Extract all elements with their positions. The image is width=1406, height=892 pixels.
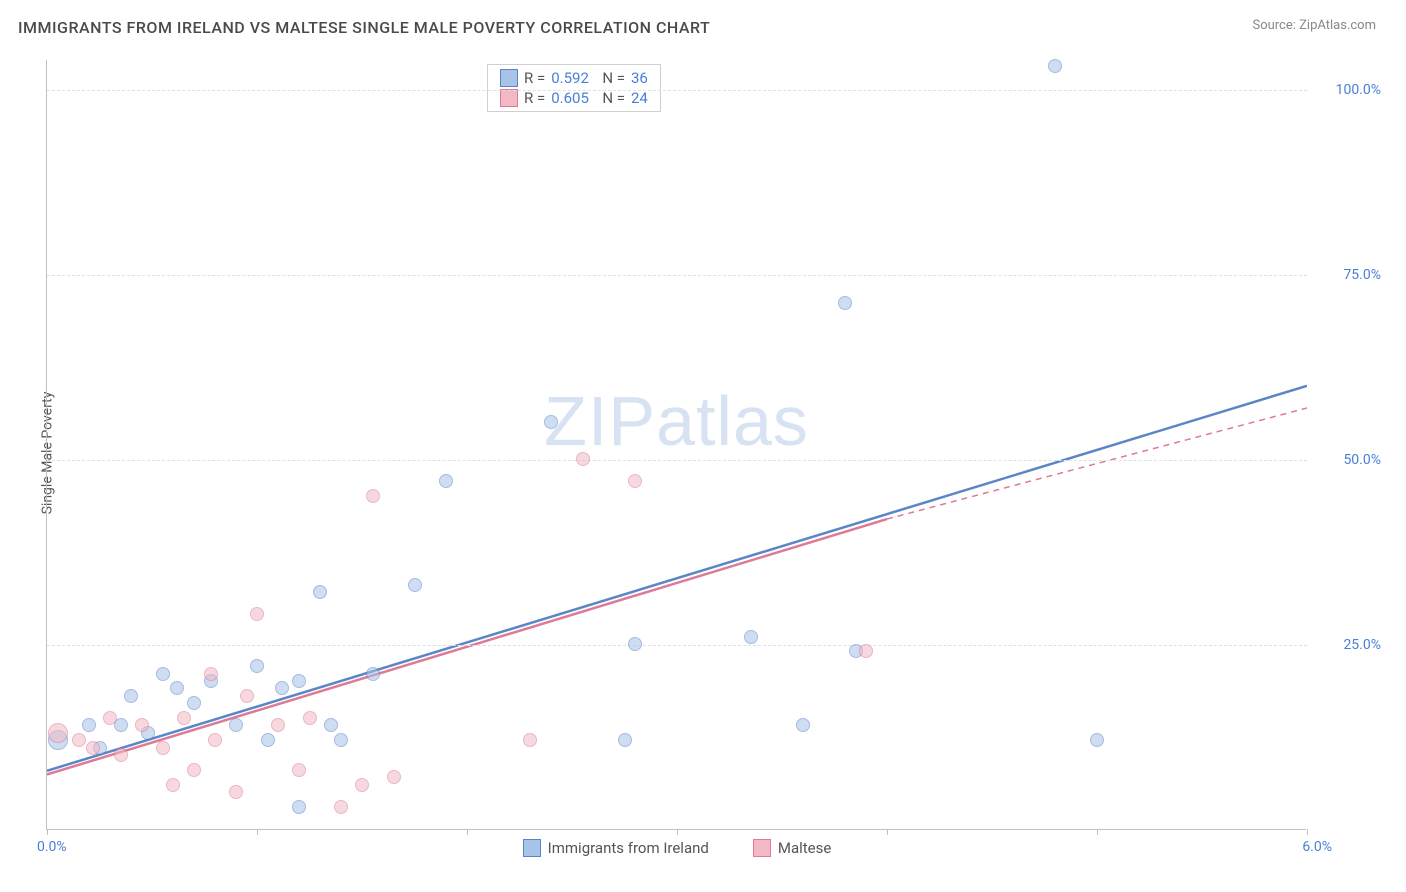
data-point xyxy=(166,778,180,792)
data-point xyxy=(544,415,558,429)
chart-title: IMMIGRANTS FROM IRELAND VS MALTESE SINGL… xyxy=(18,18,710,37)
data-point xyxy=(334,733,348,747)
gridline xyxy=(47,275,1307,276)
data-point xyxy=(156,667,170,681)
data-point xyxy=(72,733,86,747)
data-point xyxy=(292,763,306,777)
data-point xyxy=(156,741,170,755)
x-tick-mark xyxy=(47,829,48,835)
legend-item-ireland: Immigrants from Ireland xyxy=(523,839,709,857)
gridline xyxy=(47,460,1307,461)
legend-label-maltese: Maltese xyxy=(778,839,831,857)
data-point xyxy=(439,474,453,488)
data-point xyxy=(744,630,758,644)
data-point xyxy=(366,489,380,503)
data-point xyxy=(334,800,348,814)
y-tick-label: 100.0% xyxy=(1336,82,1381,98)
swatch-ireland xyxy=(500,69,518,87)
data-point xyxy=(523,733,537,747)
data-point xyxy=(240,689,254,703)
legend-stats: R = 0.592 N = 36 R = 0.605 N = 24 xyxy=(487,64,661,112)
y-tick-label: 25.0% xyxy=(1343,637,1381,653)
x-tick-mark xyxy=(257,829,258,835)
n-value-maltese: 24 xyxy=(631,89,648,107)
data-point xyxy=(275,681,289,695)
data-point xyxy=(114,748,128,762)
x-tick-mark xyxy=(887,829,888,835)
data-point xyxy=(303,711,317,725)
data-point xyxy=(366,667,380,681)
data-point xyxy=(324,718,338,732)
data-point xyxy=(292,674,306,688)
watermark-atlas: atlas xyxy=(656,382,809,460)
trend-lines xyxy=(47,60,1307,830)
data-point xyxy=(204,667,218,681)
data-point xyxy=(229,718,243,732)
legend-stats-row-1: R = 0.605 N = 24 xyxy=(500,88,648,108)
data-point xyxy=(576,452,590,466)
data-point xyxy=(261,733,275,747)
source-attribution: Source: ZipAtlas.com xyxy=(1252,18,1376,33)
y-tick-label: 50.0% xyxy=(1343,452,1381,468)
r-value-ireland: 0.592 xyxy=(551,69,589,87)
r-value-maltese: 0.605 xyxy=(551,89,589,107)
data-point xyxy=(387,770,401,784)
legend-item-maltese: Maltese xyxy=(753,839,831,857)
data-point xyxy=(103,711,117,725)
data-point xyxy=(170,681,184,695)
data-point xyxy=(177,711,191,725)
x-tick-mark xyxy=(1097,829,1098,835)
x-tick-mark xyxy=(1307,829,1308,835)
swatch-maltese-bottom xyxy=(753,839,771,857)
data-point xyxy=(187,763,201,777)
swatch-ireland-bottom xyxy=(523,839,541,857)
data-point xyxy=(135,718,149,732)
data-point xyxy=(124,689,138,703)
plot-area: ZIPatlas R = 0.592 N = 36 R = 0.605 N = … xyxy=(46,60,1306,830)
y-tick-label: 75.0% xyxy=(1343,267,1381,283)
data-point xyxy=(229,785,243,799)
data-point xyxy=(838,296,852,310)
data-point xyxy=(408,578,422,592)
data-point xyxy=(859,644,873,658)
data-point xyxy=(250,607,264,621)
gridline xyxy=(47,90,1307,91)
chart-container: Single Male Poverty ZIPatlas R = 0.592 N… xyxy=(46,60,1386,830)
watermark-zip: ZIP xyxy=(544,382,656,460)
data-point xyxy=(628,474,642,488)
data-point xyxy=(208,733,222,747)
data-point xyxy=(618,733,632,747)
data-point xyxy=(48,723,68,743)
data-point xyxy=(1090,733,1104,747)
data-point xyxy=(271,718,285,732)
legend-label-ireland: Immigrants from Ireland xyxy=(548,839,709,857)
data-point xyxy=(86,741,100,755)
n-value-ireland: 36 xyxy=(631,69,648,87)
data-point xyxy=(187,696,201,710)
x-tick-mark xyxy=(677,829,678,835)
data-point xyxy=(796,718,810,732)
data-point xyxy=(250,659,264,673)
swatch-maltese xyxy=(500,89,518,107)
watermark: ZIPatlas xyxy=(544,381,809,461)
x-tick-mark xyxy=(467,829,468,835)
data-point xyxy=(292,800,306,814)
data-point xyxy=(628,637,642,651)
data-point xyxy=(355,778,369,792)
data-point xyxy=(82,718,96,732)
header: IMMIGRANTS FROM IRELAND VS MALTESE SINGL… xyxy=(0,0,1406,45)
legend-bottom: Immigrants from Ireland Maltese xyxy=(47,839,1307,857)
data-point xyxy=(313,585,327,599)
data-point xyxy=(1048,59,1062,73)
legend-stats-row-0: R = 0.592 N = 36 xyxy=(500,68,648,88)
gridline xyxy=(47,645,1307,646)
